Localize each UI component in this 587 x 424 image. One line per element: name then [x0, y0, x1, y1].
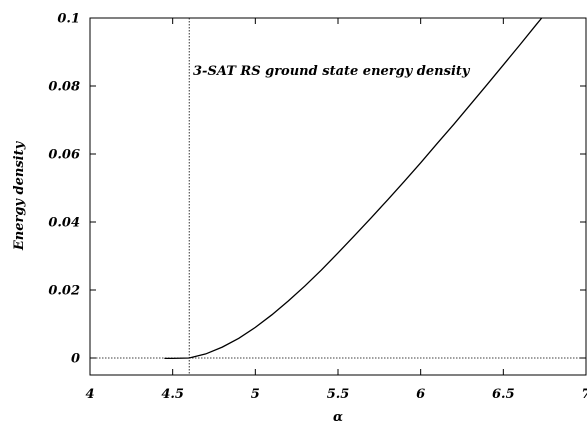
x-tick-labels: 4 4.5 5 5.5 6 6.5 7 [85, 387, 587, 402]
x-tick-label: 5.5 [327, 387, 350, 402]
y-tick-label: 0.02 [48, 284, 80, 299]
y-tick-labels: 0 0.02 0.04 0.06 0.08 0.1 [48, 12, 80, 367]
y-axis-label: Energy density [12, 140, 27, 251]
y-tick-label: 0 [71, 352, 80, 367]
y-tick-label: 0.04 [48, 216, 80, 231]
x-tick-label: 4 [85, 387, 94, 402]
y-tick-label: 0.06 [48, 148, 80, 163]
energy-curve-line [164, 17, 543, 359]
x-tick-label: 6 [416, 387, 425, 402]
x-tick-label: 7 [581, 387, 587, 402]
y-tick-label: 0.08 [48, 80, 80, 95]
x-axis-label: α [333, 410, 343, 424]
x-tick-label: 6.5 [492, 387, 515, 402]
x-tick-label: 5 [251, 387, 260, 402]
reference-lines [90, 18, 586, 375]
axis-ticks [89, 17, 587, 375]
y-tick-label: 0.1 [57, 12, 80, 27]
chart-annotation: 3-SAT RS ground state energy density [193, 64, 471, 79]
x-tick-label: 4.5 [161, 387, 184, 402]
